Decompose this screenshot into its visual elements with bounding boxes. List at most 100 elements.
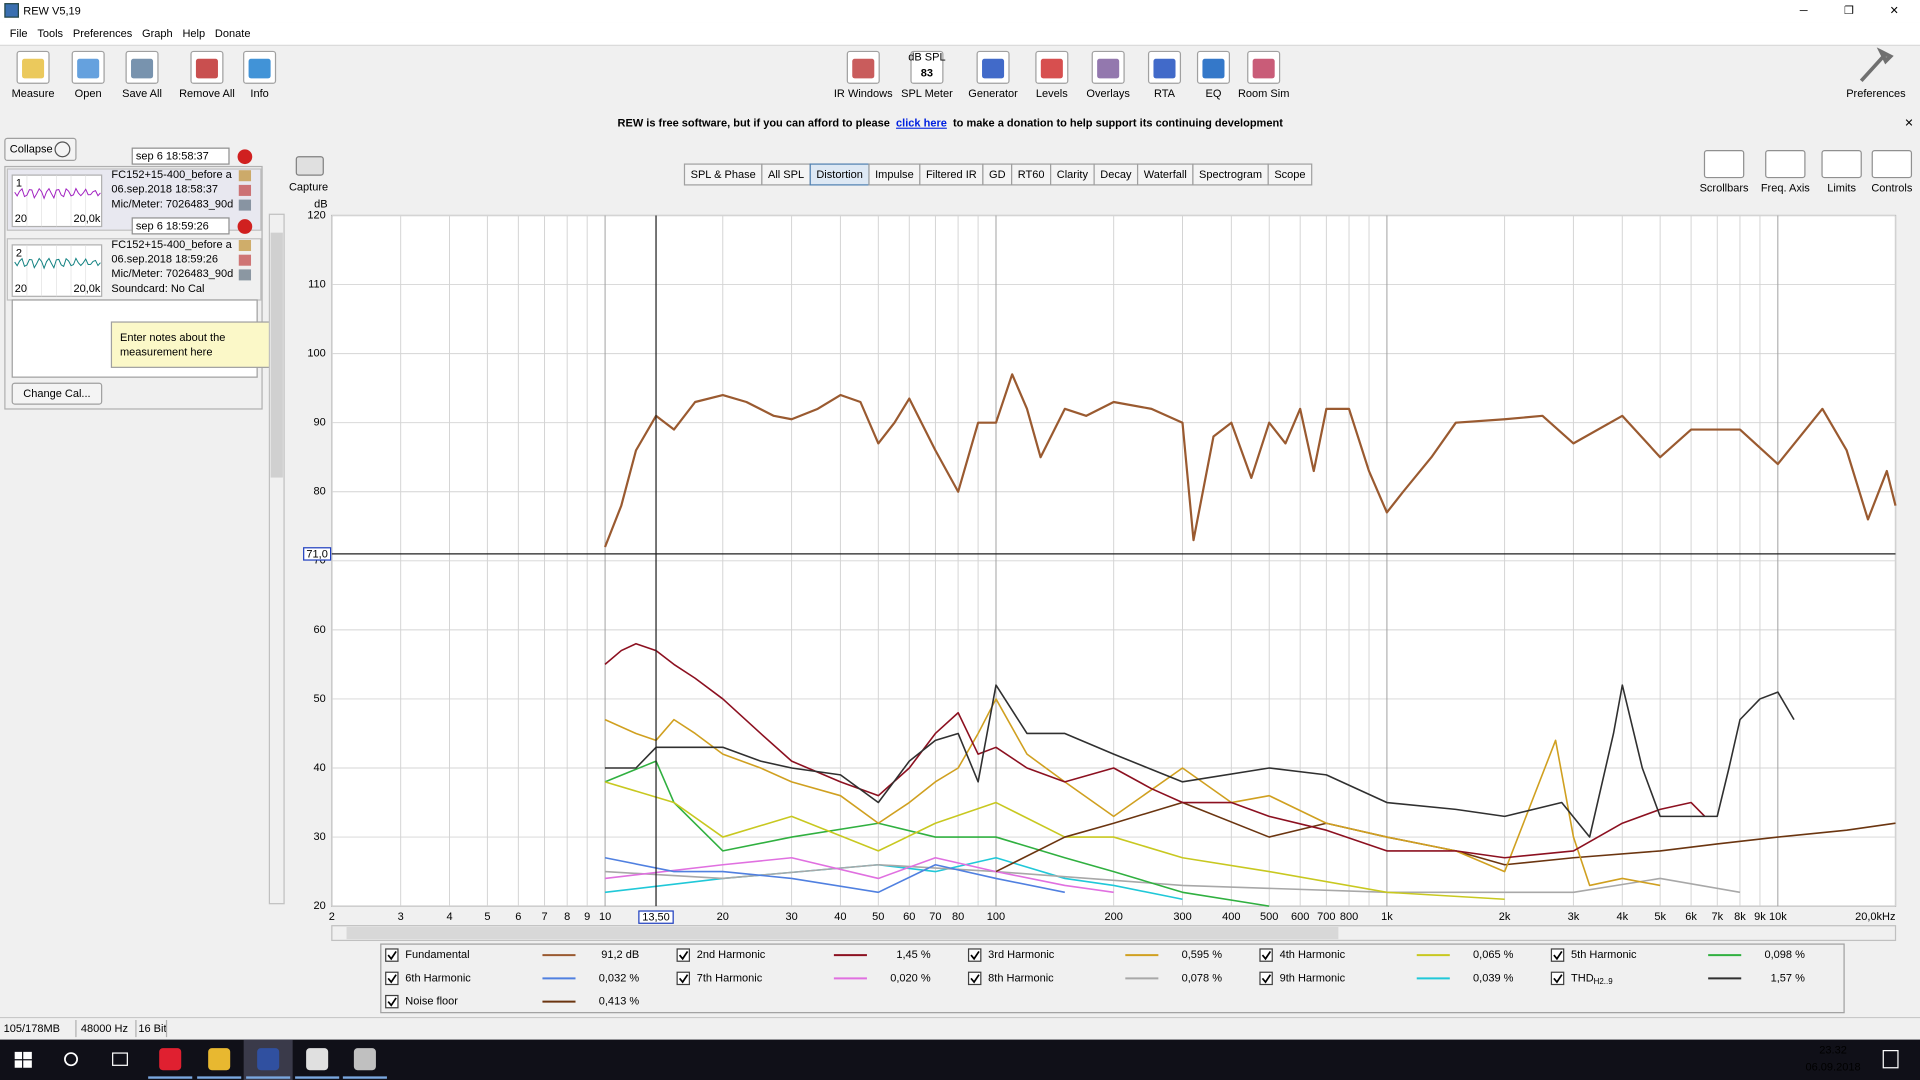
- series-line: [603, 373, 1897, 548]
- toolbar-label[interactable]: RTA: [1154, 88, 1176, 100]
- toolbar-label[interactable]: Generator: [968, 88, 1018, 100]
- search-button[interactable]: [64, 1052, 78, 1067]
- minimize-button[interactable]: ─: [1799, 5, 1808, 17]
- menu-item[interactable]: Preferences: [73, 28, 133, 40]
- spl-icon: [910, 50, 944, 84]
- taskbar-app[interactable]: [159, 1048, 182, 1071]
- series-line: [604, 856, 1114, 894]
- tab[interactable]: [1267, 163, 1313, 186]
- remove-measurement[interactable]: [237, 219, 253, 234]
- x-tick-label: 40: [834, 911, 846, 923]
- toolbar-label[interactable]: Save All: [122, 88, 162, 100]
- banner-close[interactable]: ✕: [1904, 118, 1913, 130]
- capture-label[interactable]: Capture: [289, 181, 328, 193]
- y-tick-label: 50: [313, 693, 325, 705]
- tab-label[interactable]: GD: [989, 169, 1006, 181]
- toolbar-label[interactable]: Measure: [12, 88, 55, 100]
- legend-readout: 0,039 %: [1473, 972, 1514, 984]
- h-scroll-thumb[interactable]: [346, 926, 1339, 940]
- close-button[interactable]: ✕: [1890, 5, 1899, 17]
- tab-label[interactable]: All SPL: [768, 169, 804, 181]
- cursor-x-label: 13,50: [642, 912, 670, 924]
- tab-label[interactable]: Clarity: [1057, 169, 1089, 181]
- measurement-name[interactable]: sep 6 18:58:37: [136, 151, 209, 163]
- tab-label[interactable]: Decay: [1100, 169, 1132, 181]
- graph-tool-icon[interactable]: [1765, 150, 1806, 179]
- graph-tool-icon[interactable]: [1821, 150, 1862, 179]
- x-tick-label: 1k: [1381, 911, 1393, 923]
- tab-label[interactable]: Spectrogram: [1199, 169, 1262, 181]
- toolbar-label[interactable]: Info: [250, 88, 268, 100]
- measurement-detail: Soundcard: No Cal: [111, 283, 204, 295]
- menu-item[interactable]: Help: [182, 28, 205, 40]
- tab-label[interactable]: Filtered IR: [926, 169, 977, 181]
- legend-name: 5th Harmonic: [1571, 949, 1637, 961]
- x-tick-label: 700: [1317, 911, 1335, 923]
- taskbar-app[interactable]: [306, 1048, 329, 1071]
- change-cal-button[interactable]: [11, 382, 103, 405]
- measurement-detail: FC152+15-400_before a: [111, 239, 232, 251]
- taskbar-app[interactable]: [257, 1048, 280, 1071]
- notification-button[interactable]: [1882, 1050, 1899, 1069]
- measurement-name[interactable]: sep 6 18:59:26: [136, 220, 209, 232]
- graph-tool-label[interactable]: Limits: [1827, 182, 1856, 194]
- task-view[interactable]: [112, 1052, 128, 1066]
- measurement-action[interactable]: [238, 170, 252, 182]
- graph-tool-icon[interactable]: [1703, 150, 1745, 179]
- graph-tool-label[interactable]: Freq. Axis: [1761, 182, 1810, 194]
- menu-bar: [0, 22, 1920, 46]
- tab-label[interactable]: RT60: [1018, 169, 1045, 181]
- toolbar-label[interactable]: Levels: [1036, 88, 1068, 100]
- taskbar-app[interactable]: [208, 1048, 231, 1071]
- legend-readout: 0,078 %: [1182, 972, 1223, 984]
- collapse-label[interactable]: Collapse: [10, 143, 53, 155]
- spl-icon-unit: dB SPL: [908, 51, 945, 63]
- graph-tool-label[interactable]: Controls: [1871, 182, 1913, 194]
- toolbar-label[interactable]: Open: [75, 88, 102, 100]
- toolbar-label[interactable]: Preferences: [1846, 88, 1906, 100]
- tab-label[interactable]: Scope: [1274, 169, 1305, 181]
- x-tick-label: 200: [1104, 911, 1122, 923]
- tab-label[interactable]: SPL & Phase: [691, 169, 756, 181]
- tab-label[interactable]: Impulse: [875, 169, 914, 181]
- menu-item[interactable]: Donate: [215, 28, 251, 40]
- menu-item[interactable]: File: [10, 28, 28, 40]
- measurement-action[interactable]: [238, 269, 252, 281]
- start-button[interactable]: [14, 1051, 32, 1068]
- measurement-name-field[interactable]: [131, 217, 230, 235]
- donation-link[interactable]: click here: [896, 118, 947, 130]
- graph-tool-icon[interactable]: [1871, 150, 1913, 179]
- remove-measurement[interactable]: [237, 149, 253, 165]
- x-tick-label: 10: [599, 911, 611, 923]
- toolbar-label[interactable]: Room Sim: [1238, 88, 1289, 100]
- x-tick-label: 8: [564, 911, 570, 923]
- toolbar-label[interactable]: IR Windows: [834, 88, 893, 100]
- tab-label[interactable]: Distortion: [816, 169, 863, 181]
- menu-item[interactable]: Tools: [37, 28, 63, 40]
- x-tick-label: 20,0kHz: [1855, 911, 1895, 923]
- taskbar-app[interactable]: [353, 1048, 376, 1071]
- change-cal-label[interactable]: Change Cal...: [23, 388, 90, 400]
- toolbar-label[interactable]: SPL Meter: [901, 88, 953, 100]
- measurement-name-field[interactable]: [131, 147, 230, 165]
- measurement-action[interactable]: [238, 254, 252, 266]
- measurement-action[interactable]: [238, 184, 252, 196]
- menu-item[interactable]: Graph: [142, 28, 173, 40]
- graph-tool-label[interactable]: Scrollbars: [1700, 182, 1749, 194]
- toolbar-label[interactable]: EQ: [1206, 88, 1222, 100]
- legend-check: [387, 950, 397, 961]
- toolbar-label[interactable]: Remove All: [179, 88, 235, 100]
- tab-label[interactable]: Waterfall: [1144, 169, 1187, 181]
- status-field: 16 Bit: [138, 1023, 166, 1035]
- measurement-action[interactable]: [238, 199, 252, 211]
- capture-icon[interactable]: [295, 156, 324, 176]
- legend-name: Fundamental: [405, 949, 469, 961]
- toolbar-label[interactable]: Overlays: [1086, 88, 1130, 100]
- status-field: 105/178MB: [4, 1023, 60, 1035]
- series-line: [604, 781, 1505, 901]
- measurement-action[interactable]: [238, 240, 252, 252]
- toolbar-icon-glyph: [852, 58, 875, 79]
- restore-button[interactable]: ❐: [1844, 5, 1854, 17]
- x-tick-label: 7k: [1711, 911, 1723, 923]
